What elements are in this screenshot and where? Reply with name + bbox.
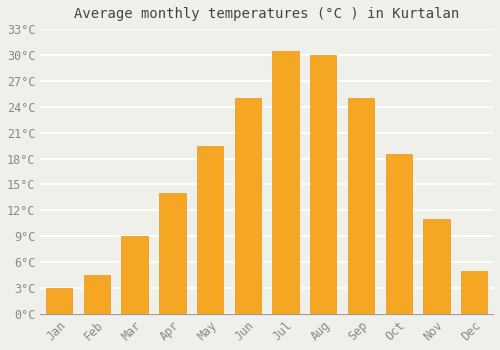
Bar	[46, 288, 72, 314]
Bar	[234, 98, 261, 314]
Bar	[424, 219, 450, 314]
Bar	[386, 154, 412, 314]
Bar	[272, 51, 299, 314]
Bar	[197, 146, 224, 314]
Bar	[348, 98, 374, 314]
Title: Average monthly temperatures (°C ) in Kurtalan: Average monthly temperatures (°C ) in Ku…	[74, 7, 460, 21]
Bar	[122, 236, 148, 314]
Bar	[461, 271, 487, 314]
Bar	[159, 193, 186, 314]
Bar	[84, 275, 110, 314]
Bar	[310, 55, 336, 314]
